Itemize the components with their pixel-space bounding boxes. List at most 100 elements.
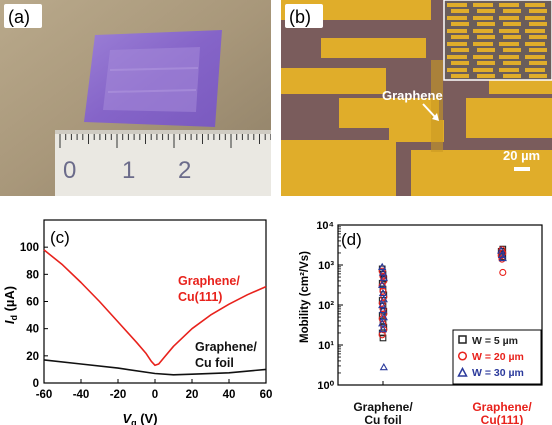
inset-electrode — [525, 29, 545, 33]
panel-d-chart: 10⁰ 10¹ 10² 10³ 10⁴ (d) Mobility (cm²/Vs) Gr… — [276, 205, 552, 425]
inset-electrode — [451, 22, 469, 26]
y-tick-label: 0 — [33, 378, 39, 390]
point-w20 — [378, 267, 386, 275]
panel-d-label: (d) — [341, 230, 362, 249]
inset-electrode — [477, 48, 495, 52]
inset-electrode — [477, 61, 495, 65]
inset-electrode — [477, 74, 495, 78]
inset-electrode — [525, 16, 545, 20]
inset-electrode — [447, 55, 467, 59]
transfer-curve-plot: -60 -40 -20 0 20 40 60 0 20 40 60 80 100 (c) Graphen… — [2, 219, 273, 425]
inset-electrode — [503, 35, 521, 39]
inset-electrode — [525, 3, 545, 7]
series-label-cufoil-line2: Cu foil — [195, 356, 234, 370]
inset-electrode — [529, 61, 547, 65]
category-cufoil-line2: Cu foil — [364, 413, 401, 425]
series-label-cu111-line2: Cu(111) — [178, 290, 222, 304]
inset-electrode — [473, 16, 493, 20]
point-w20 — [499, 268, 507, 277]
x-tick-label: 60 — [260, 389, 273, 401]
inset-electrode — [499, 68, 519, 72]
inset-electrode — [447, 16, 467, 20]
point-w30 — [378, 280, 387, 288]
inset-electrode — [451, 61, 469, 65]
inset-electrode — [447, 29, 467, 33]
x-axis-label: Vg (V) — [122, 411, 157, 425]
curve-graphene-cu-foil — [43, 359, 267, 376]
inset-electrode — [499, 55, 519, 59]
point-w20 — [380, 310, 388, 318]
ruler — [55, 130, 271, 196]
inset-electrode — [473, 3, 493, 7]
y-tick-label: 40 — [26, 324, 39, 336]
point-w20 — [380, 293, 388, 301]
x-tick-label: 0 — [152, 389, 158, 401]
panel-a-label: (a) — [8, 7, 30, 27]
inset-electrode — [473, 55, 493, 59]
inset-electrode — [525, 68, 545, 72]
inset-electrode — [503, 9, 521, 13]
inset-electrode — [473, 29, 493, 33]
mobility-plot: 10⁰ 10¹ 10² 10³ 10⁴ (d) Mobility (cm²/Vs) Gr… — [299, 220, 543, 425]
legend-entry-30um: W = 30 µm — [472, 367, 524, 379]
legend-triangle-marker — [457, 366, 468, 377]
panel-b-image: Graphene 20 µm (b) — [281, 0, 552, 196]
inset-electrode — [447, 68, 467, 72]
inset-electrode — [529, 74, 547, 78]
y-tick-label: 100 — [20, 242, 39, 254]
inset-electrode — [451, 74, 469, 78]
legend-entry-20um: W = 20 µm — [472, 351, 524, 363]
point-w30 — [379, 295, 388, 303]
inset-electrode — [473, 42, 493, 46]
inset-electrode — [529, 9, 547, 13]
inset-electrode — [447, 42, 467, 46]
inset-electrode — [451, 48, 469, 52]
x-tick-label: -40 — [73, 389, 90, 401]
point-w30 — [498, 253, 507, 262]
x-tick-label: -60 — [36, 389, 53, 401]
x-tick-label: 40 — [223, 389, 236, 401]
y-tick-label: 10⁴ — [316, 220, 334, 232]
panel-a-image: 0 1 2 (a) — [0, 0, 271, 196]
legend-square-marker — [458, 335, 467, 344]
panel-b-label: (b) — [289, 7, 311, 27]
inset-electrode — [477, 22, 495, 26]
panel-c-chart: -60 -40 -20 0 20 40 60 0 20 40 60 80 100 (c) Graphen… — [0, 205, 276, 425]
y-tick-label: 10⁰ — [317, 380, 334, 392]
scale-bar — [514, 167, 530, 171]
ruler-number-2: 2 — [178, 157, 191, 184]
inset-electrode — [503, 22, 521, 26]
point-w30 — [378, 305, 388, 314]
series-label-cu111-line1: Graphene/ — [178, 274, 240, 288]
point-w30 — [378, 324, 388, 333]
legend-box — [452, 329, 542, 385]
y-tick-label: 20 — [26, 351, 39, 363]
inset-electrode — [499, 42, 519, 46]
scale-bar-label: 20 µm — [503, 148, 540, 163]
ruler-number-0: 0 — [63, 157, 76, 184]
inset-electrode — [447, 3, 467, 7]
point-w5 — [379, 334, 387, 342]
category-cu111-line2: Cu(111) — [481, 413, 524, 425]
inset-electrode — [529, 22, 547, 26]
y-tick-label: 80 — [26, 269, 39, 281]
point-w30 — [378, 262, 387, 270]
inset-electrode — [525, 55, 545, 59]
legend-circle-marker — [457, 351, 468, 361]
inset-electrode — [529, 48, 547, 52]
legend-entry-5um: W = 5 µm — [472, 335, 518, 347]
point-w30 — [379, 273, 388, 281]
ruler-number-1: 1 — [122, 157, 135, 184]
inset-electrode — [477, 9, 495, 13]
y-tick-label: 60 — [26, 297, 39, 309]
mobility-axis-label: Mobility (cm²/Vs) — [299, 251, 311, 343]
inset-electrode — [499, 29, 519, 33]
point-w20 — [379, 272, 387, 280]
sample-inner-region — [103, 47, 200, 112]
inset-electrode — [525, 42, 545, 46]
category-cufoil-line1: Graphene/ — [353, 400, 413, 414]
series-label-cufoil-line1: Graphene/ — [195, 340, 257, 354]
curve-graphene-cu111 — [43, 249, 267, 367]
graphene-annotation: Graphene — [382, 88, 443, 103]
y-tick-label: 10¹ — [318, 340, 334, 352]
